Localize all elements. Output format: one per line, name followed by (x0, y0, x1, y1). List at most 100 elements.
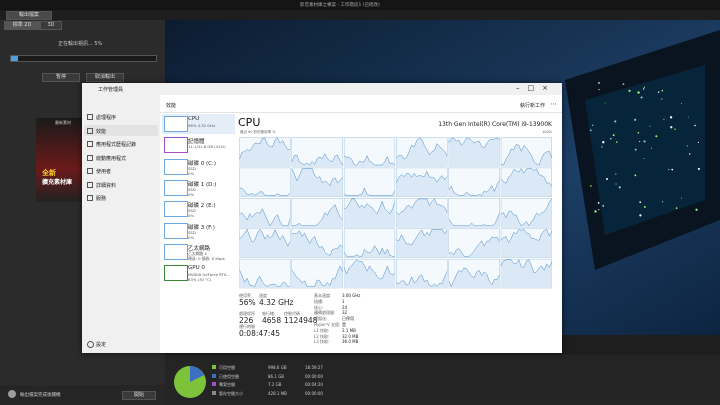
settings-icon (87, 341, 94, 348)
sparkle (634, 118, 637, 121)
nav-icon (87, 127, 93, 134)
graph-max: 100% (541, 130, 552, 134)
output-tab[interactable]: 輸出檔案 (6, 11, 52, 20)
graph-line (500, 228, 553, 244)
legend-label: 可用空間 (219, 365, 235, 370)
sparkle (597, 202, 600, 204)
cancel-button[interactable]: 取消輸出 (86, 73, 124, 82)
legend-value: 998.6 GB (268, 365, 287, 370)
tab-2d[interactable]: 標準 2D (4, 21, 40, 30)
nav-item[interactable]: 應用程式歷程記錄 (96, 142, 137, 148)
stat-value: 226 (239, 316, 254, 325)
legend-swatch (212, 390, 216, 395)
sparkle (594, 210, 597, 213)
pause-button[interactable]: 暫停 (42, 73, 80, 82)
shutdown-toggle[interactable] (8, 390, 16, 398)
tm-sidebar (82, 95, 160, 353)
sparkle (634, 148, 637, 151)
graph-line (291, 168, 343, 187)
device-detail: SSD (188, 186, 196, 192)
nav-item[interactable]: 服務 (96, 196, 107, 202)
progress-track (10, 55, 157, 62)
sparkle (697, 167, 700, 170)
spec-value: 1 (342, 298, 345, 304)
sparkle (680, 197, 682, 199)
device-detail: SSD (188, 165, 196, 171)
cpu-model: 13th Gen Intel(R) Core(TM) i9-13900K (438, 121, 552, 128)
legend-time: 18:59:27 (305, 365, 323, 370)
device-name[interactable]: 磁碟 0 (C:) (188, 160, 216, 167)
ad-banner[interactable] (36, 118, 82, 202)
window-controls[interactable]: –□× (516, 84, 556, 92)
sparkle (649, 125, 651, 127)
legend-label: 已使用空間 (219, 373, 239, 379)
nav-item[interactable]: 啟動應用程式 (96, 155, 127, 162)
device-usage: 0% (188, 191, 195, 197)
tab-3d[interactable]: 3D (40, 21, 62, 30)
device-usage: 63% (30 °C) (188, 277, 212, 283)
graph-area (396, 138, 448, 167)
nav-icon (87, 141, 93, 147)
graph-line (291, 153, 343, 166)
device-name[interactable]: CPU (188, 116, 200, 122)
sparkle (688, 153, 691, 155)
sparkle (637, 91, 640, 94)
device-name[interactable]: GPU 0 (188, 265, 205, 272)
device-detail: SSD (188, 229, 196, 235)
stat-label: 使用率 (239, 293, 251, 298)
sparkle (640, 96, 643, 99)
more-menu[interactable]: ⋯ (550, 100, 557, 108)
sparkle (609, 137, 612, 140)
sparkle (675, 207, 678, 209)
stat-value: 1124948 (284, 316, 318, 325)
graph-line (500, 168, 553, 187)
sparkle (606, 178, 608, 180)
graph-line (344, 187, 396, 196)
sparkle (602, 204, 605, 207)
sparkle (591, 124, 594, 126)
nav-item[interactable]: 效能 (96, 128, 107, 135)
sparkle (695, 208, 698, 211)
legend-value: 86.1 GB (268, 373, 285, 379)
uptime-value: 0:08:47:45 (239, 329, 280, 338)
spec-label: 基本速度: (314, 293, 332, 298)
device-name[interactable]: 磁碟 2 (E:) (188, 203, 216, 210)
sparkle (637, 131, 640, 134)
spec-label: 虛擬化: (314, 316, 328, 322)
sparkle (639, 201, 642, 203)
settings[interactable]: 設定 (96, 342, 107, 348)
spec-value: 2.1 MB (342, 327, 356, 333)
stat-label: 控制代碼 (284, 311, 300, 316)
device-usage: 0% (188, 170, 195, 176)
legend-swatch (212, 365, 216, 369)
device-name[interactable]: 記憶體 (188, 139, 205, 146)
nav-item[interactable]: 詳細資料 (96, 182, 117, 189)
nav-item[interactable]: 處理程序 (96, 115, 117, 121)
device-detail: 乙太網路 4 (188, 250, 207, 256)
device-thumb (164, 179, 188, 196)
tm-title-bar (82, 83, 562, 95)
spec-value: 24 (342, 304, 348, 310)
graph-area (239, 229, 291, 258)
sparkle (686, 145, 688, 147)
start-button[interactable]: 開始 (122, 391, 156, 400)
graph-area (396, 229, 448, 258)
graph-label: 最近 60 秒的使用率 % (240, 130, 276, 134)
sparkle (657, 91, 660, 93)
legend-time: 00:04:20 (305, 382, 323, 387)
device-name[interactable]: 磁碟 1 (D:) (188, 181, 217, 188)
section-title: 效能 (166, 103, 177, 109)
device-usage: 傳送: 0 接收: 0 Kbps (188, 255, 225, 261)
sparkle (598, 209, 600, 211)
run-task[interactable]: 執行新工作 (520, 103, 546, 109)
device-name[interactable]: 磁碟 3 (F:) (188, 224, 215, 231)
device-name[interactable]: 乙太網路 (188, 245, 211, 252)
nav-item[interactable]: 使用者 (96, 169, 112, 175)
sparkle (668, 168, 670, 171)
graph-line (343, 154, 396, 166)
graph-area (501, 168, 552, 197)
graph-line (500, 259, 553, 274)
graph-line (448, 212, 500, 227)
tm-title: 工作管理員 (98, 87, 124, 93)
stat-label: 執行緒 (262, 311, 274, 316)
